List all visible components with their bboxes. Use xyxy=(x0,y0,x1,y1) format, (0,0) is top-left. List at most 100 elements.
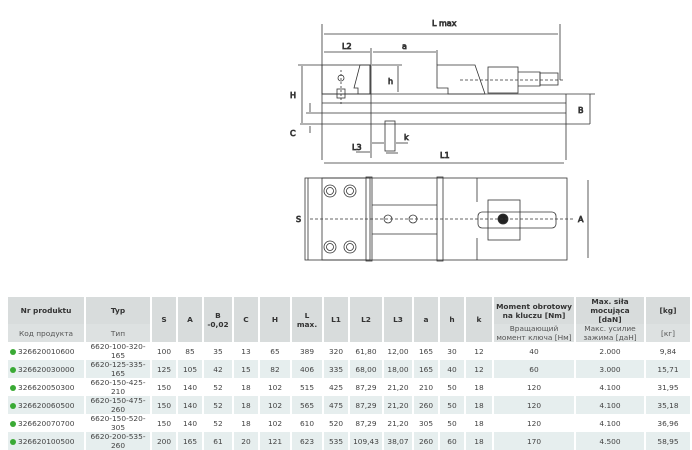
label-lmax: L max xyxy=(432,19,457,28)
table-cell: 6620-100-320-165 xyxy=(90,342,146,360)
product-code: 326620010600 xyxy=(18,346,75,356)
column-header: k xyxy=(466,297,492,342)
table-row: 326620060500 6620-150-475-260 150 140 52 18 10… xyxy=(8,396,690,414)
column-header: h xyxy=(440,297,464,342)
table-cell: 4.100 xyxy=(599,418,621,428)
table-cell: 61,80 xyxy=(355,346,377,356)
table-cell: 120 xyxy=(526,382,542,392)
column-header: Typ xyxy=(86,297,150,324)
table-cell: 100 xyxy=(156,346,172,356)
table-cell: 165 xyxy=(178,432,202,450)
column-header: Nr produktu xyxy=(8,297,84,324)
column-header: S xyxy=(152,297,176,342)
table-cell: 165 xyxy=(418,346,434,356)
table-cell: 87,29 xyxy=(355,382,377,392)
table-cell: 260 xyxy=(414,432,438,450)
table-cell: 31,95 xyxy=(657,382,679,392)
table-cell: 623 xyxy=(292,432,322,450)
column-header-ru: [кг] xyxy=(646,324,690,342)
top-view: S A xyxy=(296,176,589,262)
table-cell: 12,00 xyxy=(387,346,409,356)
column-header: L2 xyxy=(350,297,382,342)
column-header: Max. siła mocująca [daN] xyxy=(576,297,644,324)
column-header-ru: Код продукта xyxy=(8,324,84,342)
table-cell: 389 xyxy=(299,346,315,356)
label-S: S xyxy=(296,215,301,224)
table-cell: 515 xyxy=(299,382,315,392)
table-cell: 335 xyxy=(324,360,348,378)
table-cell: 85 xyxy=(185,346,195,356)
table-cell: 140 xyxy=(182,418,198,428)
table-cell: 18,00 xyxy=(384,360,412,378)
table-row: 326620050300 6620-150-425-210 150 140 52 18 10… xyxy=(8,378,690,396)
table-cell: 475 xyxy=(324,396,348,414)
availability-dot-icon xyxy=(10,402,16,409)
table-cell: 520 xyxy=(328,418,344,428)
table-cell: 12 xyxy=(474,346,484,356)
table-cell: 150 xyxy=(152,396,176,414)
table-cell: 4.100 xyxy=(576,396,644,414)
table-cell: 18 xyxy=(241,382,251,392)
table-cell: 6620-150-425-210 xyxy=(90,378,146,396)
table-row: 326620070700 6620-150-520-305 150 140 52 18 10… xyxy=(8,414,690,432)
availability-dot-icon xyxy=(10,348,16,355)
column-header: L max. xyxy=(292,297,322,342)
table-cell: 6620-200-535-260 xyxy=(86,432,150,450)
product-code-cell: 326620060500 xyxy=(8,396,84,414)
table-cell: 61 xyxy=(204,432,232,450)
table-cell: 18 xyxy=(466,396,492,414)
table-cell: 40 xyxy=(440,360,464,378)
table-cell: 52 xyxy=(213,382,223,392)
label-L3: L3 xyxy=(352,143,362,152)
label-k: k xyxy=(404,133,409,142)
column-header: [kg] xyxy=(646,297,690,324)
table-cell: 35,18 xyxy=(646,396,690,414)
side-view: L max L2 a h H C B L3 k L1 xyxy=(290,19,595,164)
table-cell: 4.100 xyxy=(599,382,621,392)
table-cell: 565 xyxy=(292,396,322,414)
product-code: 326620030000 xyxy=(18,364,75,374)
column-header: H xyxy=(260,297,290,342)
table-cell: 210 xyxy=(418,382,434,392)
table-cell: 60 xyxy=(440,432,464,450)
product-spec-table: Nr produktu Typ S A B -0,02 C H L max. L1 L2 L3 a h k… xyxy=(6,297,692,450)
availability-dot-icon xyxy=(10,366,16,373)
table-cell: 120 xyxy=(494,396,574,414)
label-B: B xyxy=(578,106,584,115)
label-l2: L2 xyxy=(342,42,352,51)
product-code: 326620070700 xyxy=(18,418,75,428)
table-cell: 170 xyxy=(494,432,574,450)
table-cell: 21,20 xyxy=(387,382,409,392)
table-cell: 9,84 xyxy=(659,346,677,356)
table-cell: 50 xyxy=(447,382,457,392)
table-cell: 87,29 xyxy=(350,396,382,414)
product-code-cell: 326620050300 xyxy=(8,378,84,396)
table-cell: 125 xyxy=(152,360,176,378)
table-cell: 102 xyxy=(260,396,290,414)
table-cell: 36,96 xyxy=(657,418,679,428)
table-cell: 87,29 xyxy=(355,418,377,428)
label-H: H xyxy=(290,91,296,100)
label-a: a xyxy=(402,42,407,51)
table-cell: 535 xyxy=(324,432,348,450)
column-header: Moment obrotowy na kluczu [Nm] xyxy=(494,297,574,324)
table-cell: 4.500 xyxy=(576,432,644,450)
table-cell: 60 xyxy=(494,360,574,378)
column-header: L3 xyxy=(384,297,412,342)
availability-dot-icon xyxy=(10,384,16,391)
column-header: a xyxy=(414,297,438,342)
table-cell: 30 xyxy=(447,346,457,356)
table-cell: 15,71 xyxy=(646,360,690,378)
product-code-cell: 326620030000 xyxy=(8,360,84,378)
table-row: 326620030000 6620-125-335-165 125 105 42 15 82… xyxy=(8,360,690,378)
table-cell: 6620-125-335-165 xyxy=(86,360,150,378)
table-cell: 200 xyxy=(152,432,176,450)
column-header: C xyxy=(234,297,258,342)
table-cell: 38,07 xyxy=(384,432,412,450)
table-cell: 3.000 xyxy=(576,360,644,378)
table-cell: 18 xyxy=(466,432,492,450)
table-cell: 102 xyxy=(267,418,283,428)
table-cell: 52 xyxy=(204,396,232,414)
table-cell: 42 xyxy=(204,360,232,378)
table-cell: 40 xyxy=(529,346,539,356)
